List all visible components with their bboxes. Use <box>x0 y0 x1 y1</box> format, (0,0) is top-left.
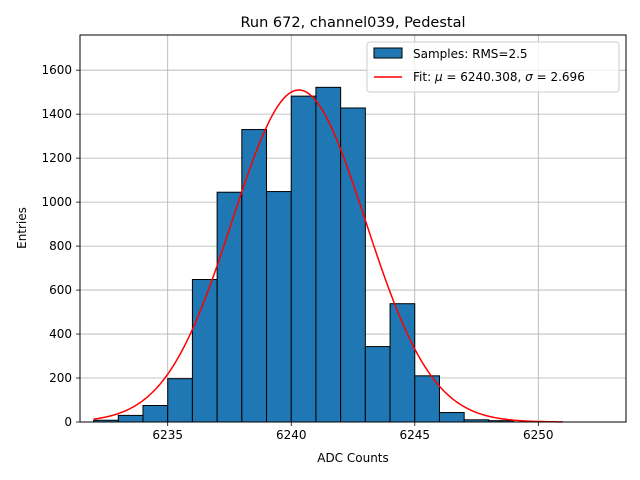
y-tick-label: 1400 <box>41 107 72 121</box>
y-tick-label: 400 <box>49 327 72 341</box>
axis-ticks: 6235 6240 6245 6250 0 200 400 600 800 1000 1200 140… <box>41 63 553 442</box>
y-tick-label: 800 <box>49 239 72 253</box>
y-tick-label: 1000 <box>41 195 72 209</box>
histogram-bar <box>340 107 366 423</box>
histogram-bar <box>414 375 440 423</box>
x-tick-label: 6240 <box>276 428 307 442</box>
chart-title: Run 672, channel039, Pedestal <box>240 15 465 31</box>
x-axis-label: ADC Counts <box>317 451 389 465</box>
x-tick-label: 6245 <box>399 428 430 442</box>
y-tick-label: 0 <box>64 415 72 429</box>
legend-hist-label: Samples: RMS=2.5 <box>413 47 528 61</box>
histogram-bar <box>241 129 268 423</box>
histogram-bars <box>93 86 515 423</box>
histogram-bar <box>290 95 317 423</box>
legend-fit-label: Fit: μ = 6240.308, σ = 2.696 <box>413 70 585 84</box>
y-axis-label: Entries <box>15 207 29 249</box>
fit-curve-layer <box>93 89 564 423</box>
histogram-bar <box>167 378 193 423</box>
y-tick-label: 1200 <box>41 151 72 165</box>
histogram-bar <box>142 405 169 423</box>
histogram-bar <box>315 86 342 423</box>
y-tick-label: 600 <box>49 283 72 297</box>
histogram-bar <box>266 191 292 423</box>
y-tick-label: 200 <box>49 371 72 385</box>
x-tick-label: 6235 <box>152 428 183 442</box>
histogram-bar <box>191 279 218 423</box>
histogram-bar <box>438 412 465 423</box>
fit-curve <box>93 89 564 423</box>
legend-hist-swatch <box>373 47 403 59</box>
legend: Samples: RMS=2.5 Fit: μ = 6240.308, σ = … <box>366 41 620 93</box>
x-tick-label: 6250 <box>523 428 554 442</box>
histogram-bar <box>364 346 391 423</box>
y-tick-label: 1600 <box>41 63 72 77</box>
plot-frame <box>79 34 627 423</box>
histogram-bar <box>117 414 144 423</box>
legend-box <box>366 41 620 93</box>
